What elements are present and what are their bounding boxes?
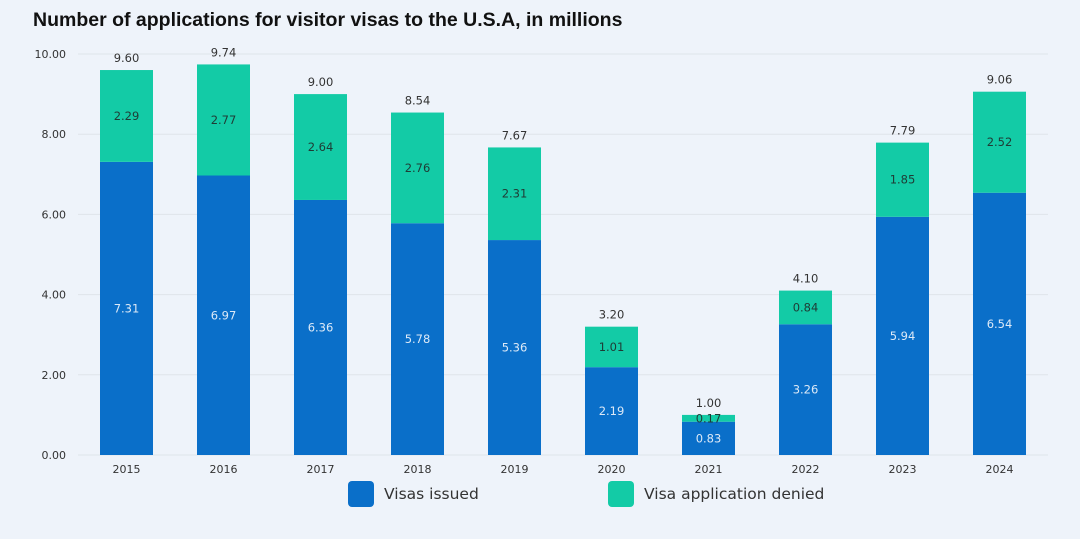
x-tick-label: 2024	[986, 463, 1014, 476]
x-tick-label: 2017	[307, 463, 335, 476]
y-tick-label: 0.00	[42, 449, 67, 462]
data-label-issued-2017: 6.36	[308, 320, 334, 334]
data-label-issued-2015: 7.31	[114, 301, 140, 315]
stacked-bar-chart: 0.00 2.00 4.00 6.00 8.00 10.00 7.31 2.29 9.60 201…	[35, 45, 1048, 476]
data-label-denied-2024: 2.52	[987, 135, 1013, 149]
data-label-issued-2016: 6.97	[211, 308, 237, 322]
y-tick-label: 6.00	[42, 208, 67, 221]
bar-issued-2017	[294, 199, 347, 455]
total-label-2020: 3.20	[599, 308, 625, 322]
total-label-2021: 1.00	[696, 396, 722, 410]
bar-denied-2023	[876, 142, 929, 217]
x-tick-label: 2018	[404, 463, 432, 476]
bar-denied-2020	[585, 326, 638, 368]
data-label-issued-2020: 2.19	[599, 404, 625, 418]
x-tick-label: 2021	[695, 463, 723, 476]
legend-item-visas-issued[interactable]: Visas issued	[348, 481, 479, 507]
bar-issued-2020	[585, 367, 638, 455]
legend-swatch-visas-issued	[348, 481, 374, 507]
total-label-2024: 9.06	[987, 73, 1013, 87]
data-label-denied-2019: 2.31	[502, 187, 528, 201]
y-tick-label: 4.00	[42, 289, 67, 302]
x-tick-label: 2019	[501, 463, 529, 476]
data-label-denied-2023: 1.85	[890, 173, 916, 187]
bar-denied-2024	[973, 91, 1026, 193]
bar-issued-2023	[876, 216, 929, 455]
bar-issued-2022	[779, 324, 832, 455]
bar-denied-2016	[197, 64, 250, 176]
x-tick-label: 2020	[598, 463, 626, 476]
bar-denied-2019	[488, 147, 541, 241]
x-tick-label: 2022	[792, 463, 820, 476]
data-label-denied-2016: 2.77	[211, 113, 237, 127]
total-label-2019: 7.67	[502, 128, 528, 142]
data-label-denied-2021: 0.17	[696, 411, 722, 425]
legend-label-visas-issued: Visas issued	[384, 485, 479, 503]
data-label-denied-2018: 2.76	[405, 161, 431, 175]
total-label-2017: 9.00	[308, 75, 334, 89]
data-label-issued-2022: 3.26	[793, 383, 819, 397]
chart-title: Number of applications for visitor visas…	[33, 9, 623, 31]
bar-issued-2019	[488, 240, 541, 455]
legend-item-visa-denied[interactable]: Visa application denied	[608, 481, 824, 507]
x-tick-label: 2023	[889, 463, 917, 476]
data-label-denied-2017: 2.64	[308, 140, 334, 154]
x-tick-label: 2016	[210, 463, 238, 476]
bar-denied-2021	[682, 414, 735, 422]
data-label-issued-2024: 6.54	[987, 317, 1013, 331]
y-tick-label: 8.00	[42, 128, 67, 141]
data-label-denied-2015: 2.29	[114, 109, 140, 123]
data-label-issued-2019: 5.36	[502, 341, 528, 355]
chart-legend: Visas issued Visa application denied	[0, 481, 1080, 509]
bar-issued-2018	[391, 223, 444, 455]
total-label-2022: 4.10	[793, 272, 819, 286]
y-tick-label: 10.00	[35, 48, 67, 61]
bar-denied-2017	[294, 94, 347, 200]
data-label-issued-2023: 5.94	[890, 329, 916, 343]
data-label-denied-2022: 0.84	[793, 300, 819, 314]
bar-issued-2021	[682, 421, 735, 455]
total-label-2018: 8.54	[405, 94, 431, 108]
total-label-2016: 9.74	[211, 45, 237, 59]
x-tick-label: 2015	[113, 463, 141, 476]
legend-label-visa-denied: Visa application denied	[644, 485, 825, 503]
total-label-2023: 7.79	[890, 124, 916, 138]
data-label-issued-2018: 5.78	[405, 332, 431, 346]
bar-denied-2018	[391, 112, 444, 224]
legend-swatch-visa-denied	[608, 481, 634, 507]
y-tick-label: 2.00	[42, 369, 67, 382]
bar-denied-2015	[100, 70, 153, 162]
data-label-denied-2020: 1.01	[599, 340, 625, 354]
bar-issued-2024	[973, 192, 1026, 455]
bar-issued-2016	[197, 175, 250, 456]
bar-issued-2015	[100, 161, 153, 455]
data-label-issued-2021: 0.83	[696, 431, 722, 445]
total-label-2015: 9.60	[114, 51, 140, 65]
bar-denied-2022	[779, 290, 832, 325]
